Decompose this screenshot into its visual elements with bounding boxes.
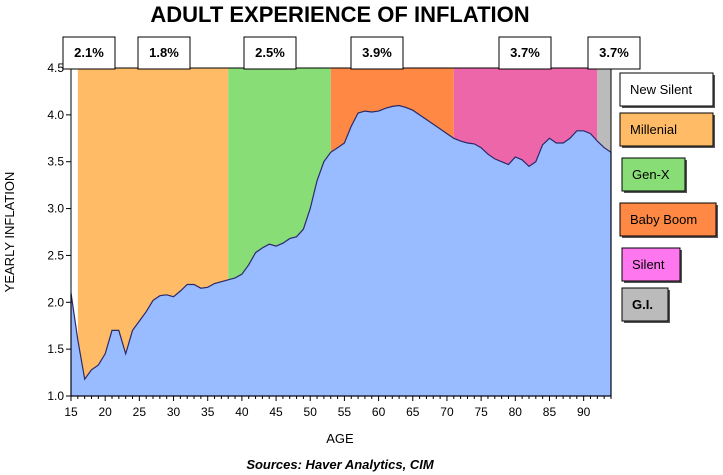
x-tick-label: 20 <box>98 405 112 419</box>
inflation-area <box>70 104 612 397</box>
y-tick-label: 3.5 <box>47 155 64 169</box>
x-axis: 15 20 25 30 35 40 45 50 55 60 65 70 75 80 85 90 <box>64 396 612 419</box>
x-tick-label: 15 <box>64 405 78 419</box>
x-tick-label: 45 <box>269 405 283 419</box>
x-tick-label: 60 <box>372 405 386 419</box>
legend-swatch-g-i <box>621 287 669 322</box>
x-axis-label: AGE <box>326 431 354 446</box>
average-box <box>243 36 297 70</box>
y-tick-label: 1.5 <box>47 342 64 356</box>
y-tick-label: 2.5 <box>47 248 64 262</box>
x-tick-label: 35 <box>201 405 215 419</box>
plot-frame <box>70 67 612 397</box>
x-tick-label: 90 <box>577 405 591 419</box>
legend-label-g-i: G.I. <box>632 297 653 312</box>
legend-label-gen-x: Gen-X <box>632 167 670 182</box>
y-axis-label: YEARLY INFLATION <box>2 172 17 293</box>
average-box <box>350 36 404 70</box>
legend-swatch-baby-boom <box>619 202 717 237</box>
x-tick-label: 25 <box>133 405 147 419</box>
average-labels: 2.1% 1.8% 2.5% 3.9% 3.7% 3.7% <box>62 36 641 70</box>
legend-label-millenial: Millenial <box>630 122 677 137</box>
x-tick-label: 30 <box>167 405 181 419</box>
x-tick-label: 80 <box>509 405 523 419</box>
legend-swatch-gen-x <box>621 157 686 192</box>
chart-title: ADULT EXPERIENCE OF INFLATION <box>150 2 529 27</box>
x-tick-label: 65 <box>406 405 420 419</box>
legend-swatch-silent <box>621 247 681 282</box>
legend: New Silent Millenial Gen-X Baby Boom Silent G… <box>619 72 718 323</box>
x-tick-label: 55 <box>338 405 352 419</box>
y-axis: 1.0 1.5 2.0 2.5 3.0 3.5 4.0 4.5 <box>47 61 71 403</box>
y-tick-label: 4.5 <box>47 61 64 75</box>
legend-swatch-millenial <box>619 112 714 147</box>
average-box <box>587 36 641 70</box>
legend-label-new-silent: New Silent <box>630 82 693 97</box>
legend-label-baby-boom: Baby Boom <box>630 212 697 227</box>
average-box <box>62 36 116 70</box>
x-tick-label: 85 <box>543 405 557 419</box>
average-box <box>137 36 191 70</box>
y-tick-label: 4.0 <box>47 108 64 122</box>
y-tick-label: 3.0 <box>47 202 64 216</box>
source-note: Sources: Haver Analytics, CIM <box>246 457 435 472</box>
average-box <box>498 36 552 70</box>
x-tick-label: 40 <box>235 405 249 419</box>
average-value: 3.7% <box>510 45 540 60</box>
legend-swatch-new-silent <box>619 72 714 107</box>
average-value: 1.8% <box>149 45 179 60</box>
average-value: 3.9% <box>362 45 392 60</box>
average-value: 2.5% <box>255 45 285 60</box>
legend-label-silent: Silent <box>632 257 665 272</box>
y-tick-label: 2.0 <box>47 295 64 309</box>
y-tick-label: 1.0 <box>47 389 64 403</box>
average-value: 3.7% <box>599 45 629 60</box>
average-value: 2.1% <box>74 45 104 60</box>
x-tick-label: 50 <box>304 405 318 419</box>
x-tick-label: 70 <box>440 405 454 419</box>
x-tick-label: 75 <box>474 405 488 419</box>
